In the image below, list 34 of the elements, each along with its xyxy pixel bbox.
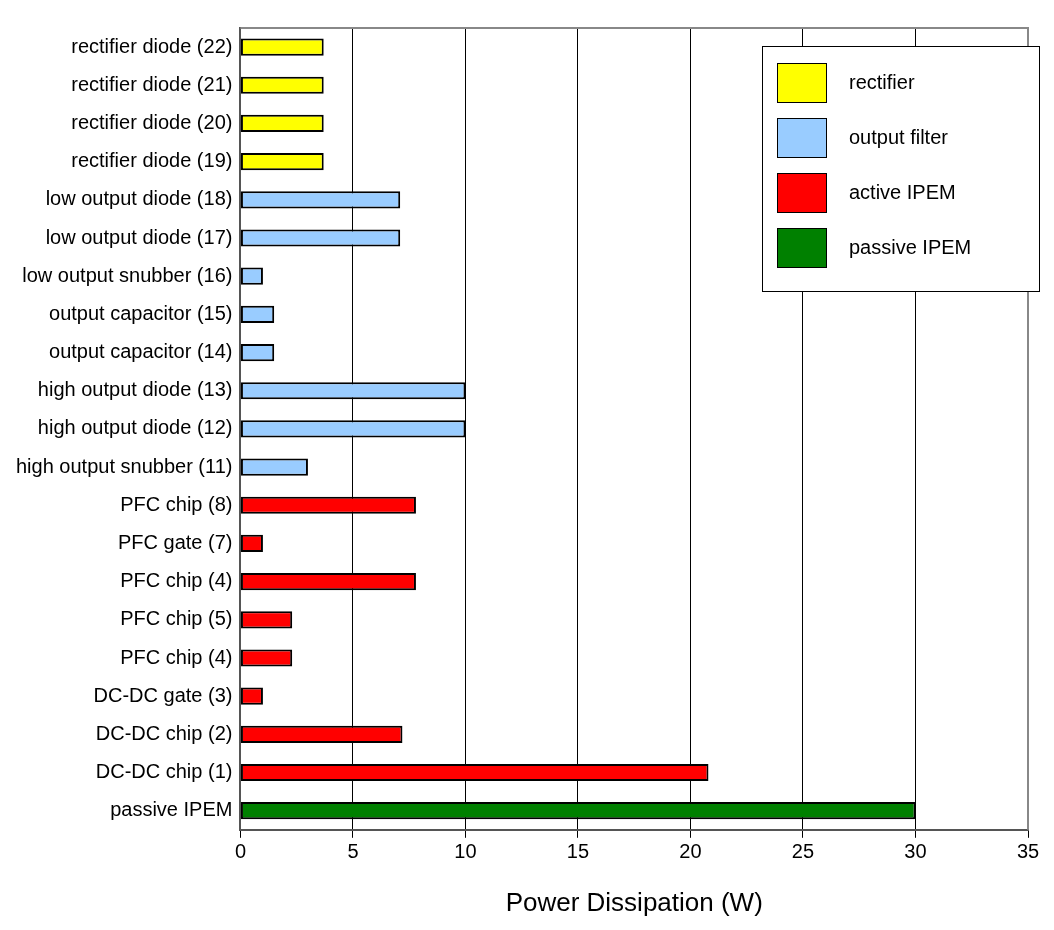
x-tick-label: 30: [904, 840, 927, 863]
y-tick-label: DC-DC chip (2): [95, 721, 233, 744]
y-tick-label: rectifier diode (22): [71, 34, 233, 57]
y-tick-label: PFC chip (8): [120, 492, 233, 515]
legend-label: rectifier: [849, 71, 915, 94]
y-tick-label: high output diode (13): [37, 378, 233, 401]
x-tick-label: 5: [347, 840, 359, 863]
legend-label: passive IPEM: [849, 236, 972, 259]
x-tick-label: 35: [1016, 840, 1040, 863]
y-tick-label: output capacitor (14): [49, 340, 233, 363]
y-tick-label: PFC chip (5): [120, 607, 233, 630]
x-tick-label: 25: [791, 840, 815, 863]
y-tick-label: DC-DC gate (3): [93, 683, 233, 706]
y-tick-label: high output diode (12): [37, 416, 233, 439]
y-tick-label: PFC gate (7): [117, 530, 233, 553]
y-tick-label: high output snubber (11): [15, 454, 233, 477]
x-tick-label: 10: [454, 840, 477, 863]
x-tick-label: 15: [566, 840, 590, 863]
y-tick-label: PFC chip (4): [120, 645, 233, 668]
y-tick-label: PFC chip (4): [120, 569, 233, 592]
y-tick-label: output capacitor (15): [49, 301, 233, 324]
y-tick-label: rectifier diode (20): [71, 110, 233, 133]
y-tick-label: low output diode (17): [45, 225, 233, 248]
legend-label: output filter: [849, 126, 948, 149]
x-tick-label: 20: [679, 840, 702, 863]
y-tick-label: low output diode (18): [45, 187, 233, 210]
y-tick-label: rectifier diode (19): [71, 149, 233, 172]
y-tick-label: DC-DC chip (1): [95, 760, 233, 783]
x-axis-title: Power Dissipation (W): [505, 886, 763, 917]
legend-label: active IPEM: [849, 181, 956, 204]
y-tick-label: low output snubber (16): [22, 263, 233, 286]
x-tick-label: 0: [234, 840, 247, 863]
y-tick-label: rectifier diode (21): [71, 72, 233, 95]
y-tick-label: passive IPEM: [110, 798, 233, 821]
